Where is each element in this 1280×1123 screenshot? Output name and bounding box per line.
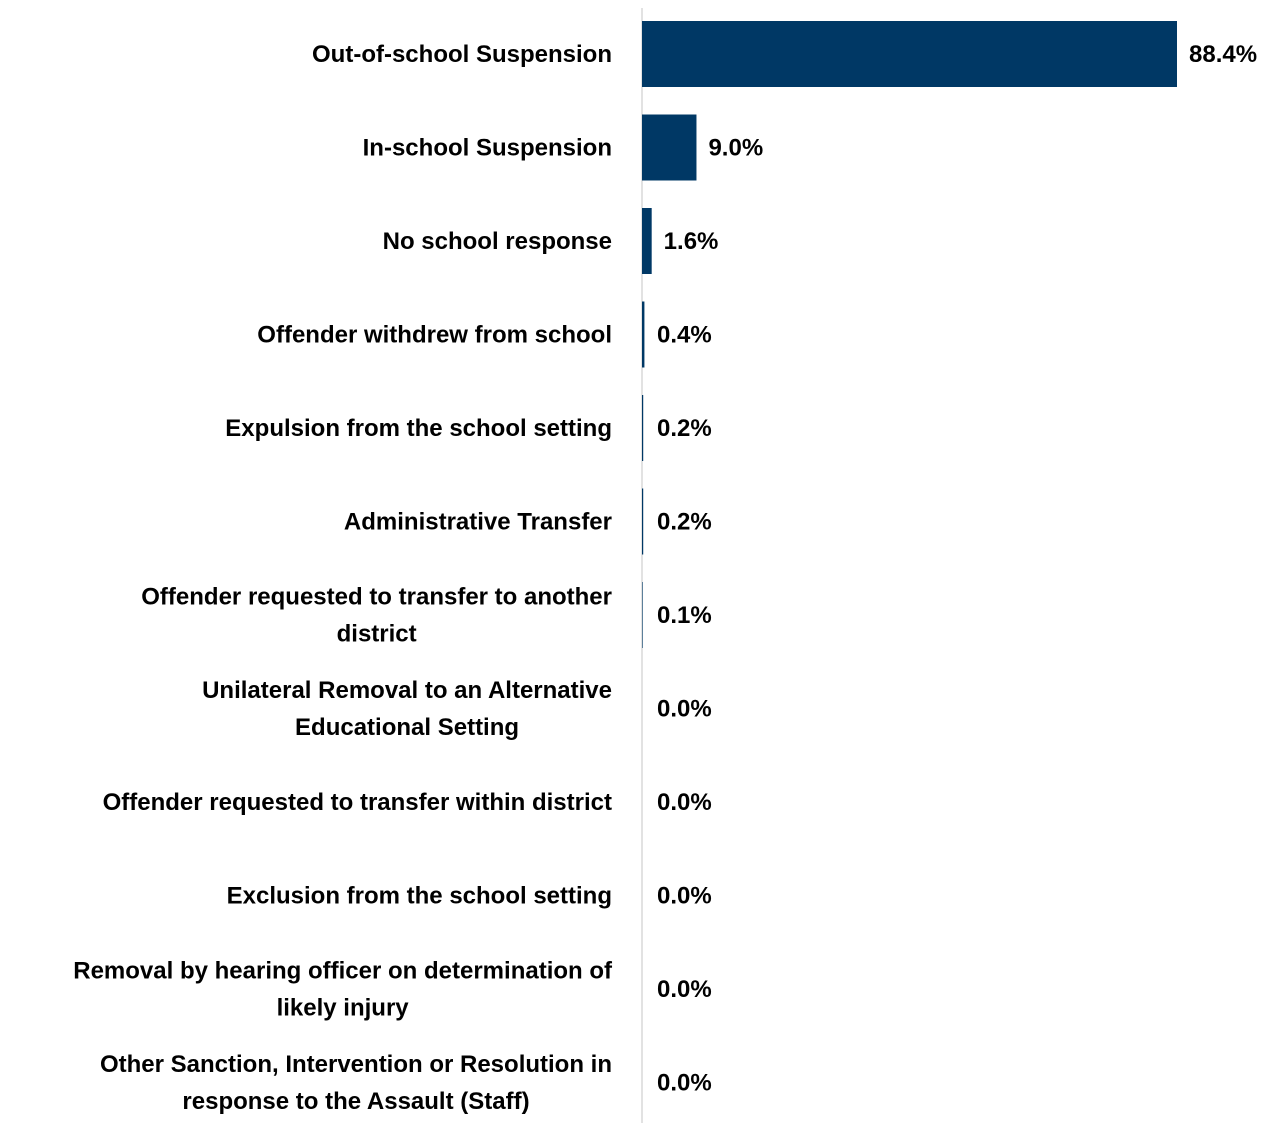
value-label: 0.0% [657,696,712,723]
category-label-line: district [337,621,417,648]
category-label-line: Offender requested to transfer to anothe… [141,584,612,611]
category-label: In-school Suspension [363,135,612,162]
category-label-line: Removal by hearing officer on determinat… [73,958,613,985]
category-label: Expulsion from the school setting [225,415,612,442]
value-label: 0.4% [657,322,712,349]
category-label-line: response to the Assault (Staff) [182,1088,529,1115]
value-label: 0.2% [657,509,712,536]
bar [642,208,652,274]
value-label: 9.0% [708,135,763,162]
value-label: 0.2% [657,415,712,442]
category-label-line: likely injury [277,995,410,1022]
bar [642,114,697,181]
category-label: Offender requested to transfer within di… [103,789,612,816]
category-label: Exclusion from the school setting [227,883,612,910]
value-label: 1.6% [664,228,719,255]
category-label-line: Educational Setting [295,714,519,741]
category-label: Unilateral Removal to an Alternative Educ… [202,677,612,741]
bar [642,488,644,555]
value-label: 0.0% [657,1070,712,1097]
value-label: 0.0% [657,789,712,816]
bar [642,301,645,368]
category-labels: Out-of-school Suspension In-school Suspen… [73,41,613,1115]
category-label: Offender requested to transfer to anothe… [141,584,612,648]
category-label: Other Sanction, Intervention or Resoluti… [100,1051,612,1115]
category-label: No school response [383,228,612,255]
category-label: Administrative Transfer [344,509,612,536]
value-label: 0.0% [657,883,712,910]
category-label-line: Other Sanction, Intervention or Resoluti… [100,1051,612,1078]
value-label: 0.0% [657,976,712,1003]
bar [642,21,1177,87]
value-label: 0.1% [657,602,712,629]
value-labels: 88.4% 9.0% 1.6% 0.4% 0.2% 0.2% 0.1% 0.0% 0.0% 0.0… [657,41,1257,1097]
category-label: Offender withdrew from school [257,322,612,349]
bars [642,21,1177,648]
category-label: Removal by hearing officer on determinat… [73,958,613,1022]
category-label-line: Unilateral Removal to an Alternative [202,677,612,704]
category-label: Out-of-school Suspension [312,41,612,68]
bar [642,395,644,461]
bar [642,582,643,648]
value-label: 88.4% [1189,41,1257,68]
